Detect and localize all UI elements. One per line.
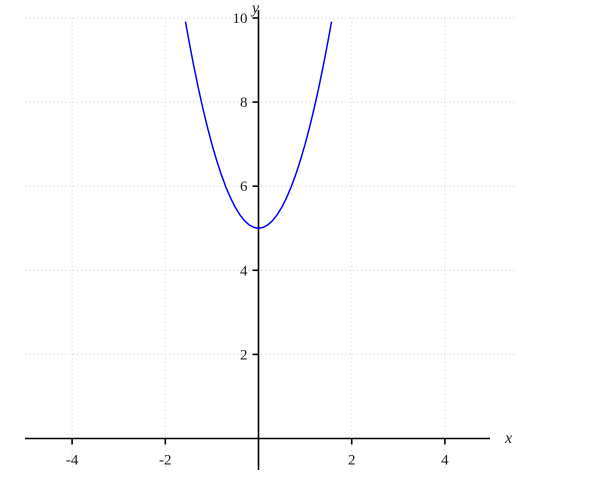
tick-marks <box>71 17 446 445</box>
x-tick-label: -4 <box>66 453 79 469</box>
grid-layer <box>25 17 515 470</box>
y-tick-labels: 2 4 6 8 10 <box>233 11 249 363</box>
y-tick-label: 6 <box>240 179 248 195</box>
x-tick-label: -2 <box>159 453 172 469</box>
x-tick-labels: -4 -2 2 4 <box>66 453 449 469</box>
y-tick-label: 2 <box>240 347 248 363</box>
y-tick-label: 4 <box>240 263 248 279</box>
x-tick-label: 4 <box>441 453 449 469</box>
parabola-curve <box>184 21 333 229</box>
y-tick-label: 10 <box>233 11 248 27</box>
horizontal-gridlines <box>25 17 515 355</box>
y-tick-label: 8 <box>240 95 248 111</box>
x-axis-label: x <box>504 430 512 447</box>
data-layer <box>184 21 333 229</box>
axes-layer <box>25 10 490 470</box>
y-axis-label: y <box>250 0 260 17</box>
x-tick-label: 2 <box>348 453 356 469</box>
